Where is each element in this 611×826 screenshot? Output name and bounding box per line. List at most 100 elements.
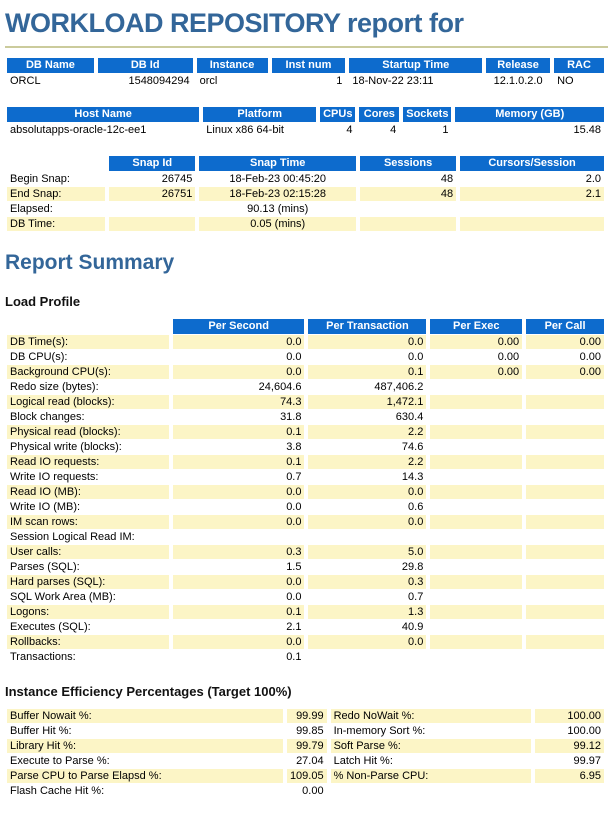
cell: absolutapps-oracle-12c-ee1: [10, 124, 147, 136]
row-label: Logons:: [7, 605, 169, 619]
cell: [430, 380, 522, 394]
cell: [430, 455, 523, 469]
row-label: DB CPU(s):: [10, 351, 68, 363]
cell: [430, 470, 522, 484]
cell: 18-Nov-22 23:11: [352, 75, 434, 87]
table-row: DB Time: 0.05 (mins): [7, 217, 604, 231]
cell: 0.00: [526, 335, 604, 349]
cell: [430, 485, 523, 499]
cell: 0.0: [172, 485, 305, 499]
table-row: Read IO (MB): 0.0 0.0: [7, 485, 604, 499]
load-profile-table: Per Second Per Transaction Per Exec Per …: [3, 318, 608, 665]
table-row: Buffer Nowait %: 99.99 Redo NoWait %: 10…: [7, 709, 604, 723]
row-label: End Snap:: [7, 187, 106, 201]
table-row: Elapsed: 90.13 (mins): [7, 202, 604, 216]
cell: 99.12: [534, 739, 604, 753]
row-label: % Non-Parse CPU:: [330, 769, 531, 783]
column-header: Memory (GB): [455, 107, 604, 122]
column-header: RAC: [554, 58, 604, 73]
cell: 0.0: [286, 351, 302, 363]
cell: ORCL: [10, 75, 41, 87]
cell: [526, 590, 604, 604]
cell: 4: [346, 124, 353, 136]
column-header: Startup Time: [349, 58, 483, 73]
row-label: Redo NoWait %:: [330, 709, 531, 723]
row-label: Rollbacks:: [7, 635, 169, 649]
cell: 26751: [109, 187, 196, 201]
cell: 18-Feb-23 00:45:20: [229, 173, 327, 185]
column-header: Cursors/Session: [460, 156, 604, 171]
row-label: Flash Cache Hit %:: [10, 785, 105, 797]
cell: [526, 500, 604, 514]
cell: 0.3: [308, 575, 427, 589]
table-row: Write IO requests: 0.7 14.3: [7, 470, 604, 484]
table-row: Logical read (blocks): 74.3 1,472.1: [7, 395, 604, 409]
cell: 4: [390, 124, 397, 136]
cell: [308, 650, 426, 664]
cell: 99.97: [573, 755, 601, 767]
table-row: Read IO requests: 0.1 2.2: [7, 455, 604, 469]
cell: 15.48: [573, 124, 601, 136]
cell: [526, 620, 604, 634]
cell: 0.0: [172, 515, 305, 529]
table-row: DB Time(s): 0.0 0.0 0.00 0.00: [7, 335, 604, 349]
cell: [430, 515, 523, 529]
row-label: Buffer Nowait %:: [7, 709, 283, 723]
cell: 6.95: [534, 769, 604, 783]
column-header: Per Transaction: [308, 319, 427, 334]
cell: [526, 395, 604, 409]
cell: [526, 440, 604, 454]
table-row: Write IO (MB): 0.0 0.6: [7, 500, 604, 514]
table-row: absolutapps-oracle-12c-ee1 Linux x86 64-…: [7, 123, 604, 137]
cell: 1,472.1: [308, 395, 427, 409]
cell: 31.8: [280, 411, 302, 423]
cell: [526, 425, 604, 439]
table-row: Block changes: 31.8 630.4: [7, 410, 604, 424]
table-row: Buffer Hit %: 99.85 In-memory Sort %: 10…: [7, 724, 604, 738]
cell: [430, 575, 523, 589]
column-header: Sessions: [360, 156, 457, 171]
row-label: DB Time:: [7, 217, 106, 231]
table-row: ORCL 1548094294 orcl 1 18-Nov-22 23:11 1…: [7, 74, 604, 88]
cell: 99.99: [286, 709, 327, 723]
cell: 0.0: [172, 335, 305, 349]
cell: 2.1: [286, 621, 302, 633]
cell: [430, 650, 522, 664]
column-header: Host Name: [7, 107, 200, 122]
table-row: SQL Work Area (MB): 0.0 0.7: [7, 590, 604, 604]
cell: [526, 455, 604, 469]
table-row: DB CPU(s): 0.0 0.0 0.00 0.00: [7, 350, 604, 364]
table-row: End Snap: 26751 18-Feb-23 02:15:28 48 2.…: [7, 187, 604, 201]
cell: 0.0: [308, 485, 427, 499]
cell: 1: [442, 124, 449, 136]
cell: 74.3: [172, 395, 305, 409]
row-label: Buffer Hit %:: [10, 725, 72, 737]
row-label: Session Logical Read IM:: [10, 531, 135, 543]
cell: [360, 217, 457, 231]
column-header-blank: [7, 319, 169, 334]
cell: 0.0: [172, 635, 305, 649]
instance-efficiency-heading: Instance Efficiency Percentages (Target …: [5, 684, 292, 699]
cell: [430, 440, 522, 454]
cell: Linux x86 64-bit: [206, 124, 284, 136]
cell: [109, 202, 195, 216]
cell: 1.3: [308, 605, 427, 619]
column-header: Snap Id: [109, 156, 196, 171]
cell: [460, 217, 604, 231]
cell: [430, 620, 522, 634]
cell: [526, 380, 604, 394]
cell: [430, 545, 523, 559]
column-header: Per Second: [172, 319, 305, 334]
cell: 90.13 (mins): [247, 203, 309, 215]
table-row: Rollbacks: 0.0 0.0: [7, 635, 604, 649]
column-header: Sockets: [403, 107, 452, 122]
cell: 26745: [161, 173, 193, 185]
row-label: DB Time(s):: [7, 335, 169, 349]
cell: 99.79: [286, 739, 327, 753]
cell: [460, 202, 604, 216]
column-header: Per Exec: [430, 319, 523, 334]
cell: [430, 395, 523, 409]
cell: 12.1.0.2.0: [493, 75, 543, 87]
cell: [526, 410, 604, 424]
cell: [430, 410, 522, 424]
